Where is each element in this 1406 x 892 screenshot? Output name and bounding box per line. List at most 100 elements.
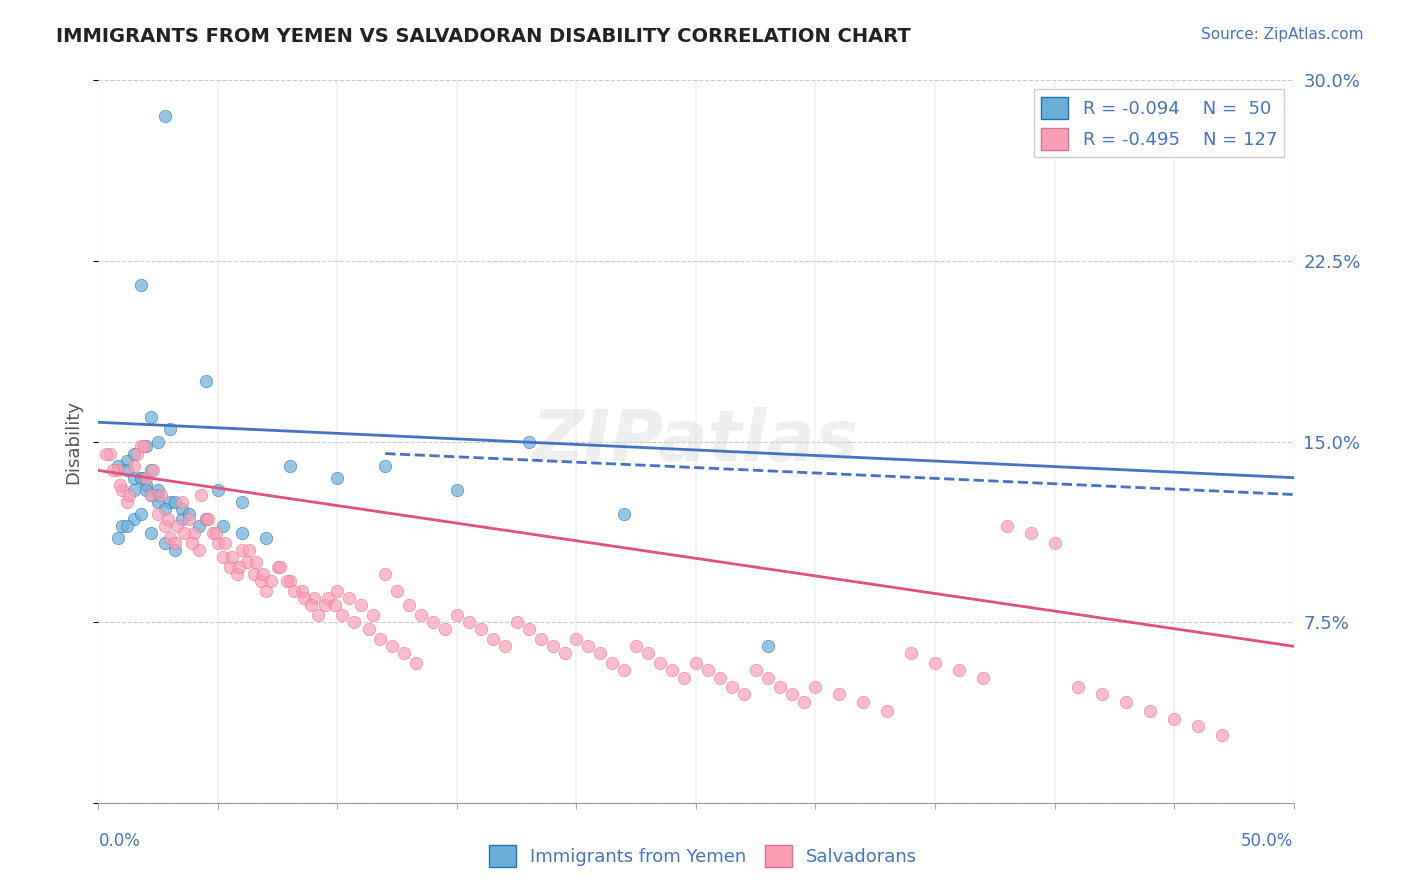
Point xyxy=(1187,719,1209,733)
Point xyxy=(245,555,267,569)
Point xyxy=(578,639,600,653)
Point xyxy=(602,656,624,670)
Point xyxy=(115,454,138,468)
Point xyxy=(115,518,138,533)
Point xyxy=(155,518,177,533)
Point xyxy=(107,531,129,545)
Point xyxy=(221,550,243,565)
Point xyxy=(1067,680,1090,694)
Point xyxy=(541,639,564,653)
Point xyxy=(139,487,162,501)
Legend: Immigrants from Yemen, Salvadorans: Immigrants from Yemen, Salvadorans xyxy=(481,838,925,874)
Point xyxy=(339,591,361,605)
Point xyxy=(291,583,314,598)
Point xyxy=(697,664,720,678)
Point xyxy=(530,632,553,646)
Point xyxy=(111,483,134,497)
Point xyxy=(107,458,129,473)
Point xyxy=(149,487,172,501)
Point xyxy=(252,567,274,582)
Point xyxy=(1091,687,1114,701)
Point xyxy=(292,591,315,605)
Point xyxy=(278,574,301,589)
Point xyxy=(1163,712,1185,726)
Point xyxy=(135,483,157,497)
Point xyxy=(101,463,124,477)
Point xyxy=(780,687,803,701)
Point xyxy=(94,446,117,460)
Point xyxy=(374,567,396,582)
Point xyxy=(756,639,779,653)
Point xyxy=(159,494,181,508)
Point xyxy=(183,526,205,541)
Point xyxy=(125,446,148,460)
Text: IMMIGRANTS FROM YEMEN VS SALVADORAN DISABILITY CORRELATION CHART: IMMIGRANTS FROM YEMEN VS SALVADORAN DISA… xyxy=(56,27,911,45)
Point xyxy=(374,458,396,473)
Text: 0.0%: 0.0% xyxy=(98,831,141,850)
Point xyxy=(131,439,153,453)
Point xyxy=(900,647,922,661)
Point xyxy=(637,647,659,661)
Point xyxy=(254,583,277,598)
Point xyxy=(132,439,155,453)
Point xyxy=(124,446,146,460)
Point xyxy=(219,559,242,574)
Point xyxy=(350,599,373,613)
Point xyxy=(163,542,186,557)
Point xyxy=(357,623,380,637)
Point xyxy=(243,567,266,582)
Point xyxy=(828,687,851,701)
Point xyxy=(131,470,153,484)
Point xyxy=(661,664,683,678)
Point xyxy=(231,542,253,557)
Point xyxy=(494,639,516,653)
Point xyxy=(458,615,481,630)
Point xyxy=(226,567,249,582)
Point xyxy=(316,591,339,605)
Point xyxy=(405,656,427,670)
Point xyxy=(1139,704,1161,718)
Y-axis label: Disability: Disability xyxy=(65,400,83,483)
Point xyxy=(139,526,162,541)
Point xyxy=(709,671,731,685)
Point xyxy=(283,583,305,598)
Point xyxy=(307,607,329,622)
Point xyxy=(195,374,218,388)
Text: Source: ZipAtlas.com: Source: ZipAtlas.com xyxy=(1201,27,1364,42)
Point xyxy=(768,680,790,694)
Point xyxy=(370,632,392,646)
Text: ZIPatlas: ZIPatlas xyxy=(533,407,859,476)
Point xyxy=(173,526,195,541)
Point xyxy=(673,671,696,685)
Point xyxy=(254,531,277,545)
Point xyxy=(554,647,576,661)
Point xyxy=(187,518,209,533)
Point xyxy=(172,511,194,525)
Point xyxy=(446,483,468,497)
Point xyxy=(139,410,162,425)
Point xyxy=(250,574,273,589)
Point xyxy=(231,526,253,541)
Legend: R = -0.094    N =  50, R = -0.495    N = 127: R = -0.094 N = 50, R = -0.495 N = 127 xyxy=(1035,89,1285,157)
Point xyxy=(446,607,468,622)
Point xyxy=(948,664,970,678)
Point xyxy=(299,599,322,613)
Point xyxy=(721,680,744,694)
Point xyxy=(995,518,1018,533)
Point xyxy=(142,463,165,477)
Point xyxy=(202,526,225,541)
Point xyxy=(207,535,229,549)
Point xyxy=(155,109,177,123)
Point xyxy=(613,507,636,521)
Point xyxy=(124,483,146,497)
Point xyxy=(180,535,202,549)
Point xyxy=(1019,526,1042,541)
Point xyxy=(434,623,457,637)
Point xyxy=(197,511,219,525)
Point xyxy=(155,502,177,516)
Point xyxy=(190,487,212,501)
Point xyxy=(155,535,177,549)
Point xyxy=(139,463,162,477)
Point xyxy=(118,487,141,501)
Point xyxy=(756,671,779,685)
